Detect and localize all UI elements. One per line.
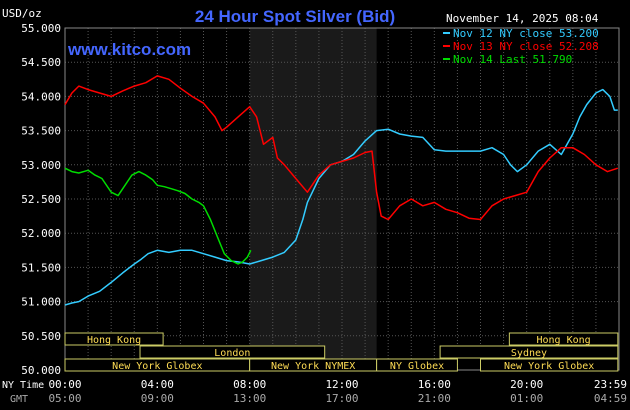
timestamp: November 14, 2025 08:04	[446, 12, 599, 25]
session-box: New York Globex	[480, 358, 619, 372]
session-box: New York NYMEX	[249, 358, 378, 372]
legend-entry-nov12: Nov 12 NY close 53.200	[453, 27, 599, 40]
y-tick-label: 54.500	[21, 56, 61, 69]
series-line-2	[64, 167, 252, 265]
y-tick-label: 53.500	[21, 125, 61, 138]
session-label: New York Globex	[112, 361, 202, 372]
session-box-frame	[139, 345, 326, 359]
x-tick-label-ny: 00:00	[48, 378, 81, 391]
y-tick-label: 55.000	[21, 22, 61, 35]
y-tick-label: 52.500	[21, 193, 61, 206]
session-box: New York Globex	[64, 358, 251, 372]
y-tick-label: 50.000	[21, 364, 61, 377]
y-tick-label: 51.000	[21, 296, 61, 309]
x-row-label-ny: NY Time	[2, 380, 44, 391]
y-tick-label: 50.500	[21, 330, 61, 343]
y-tick-label: 53.000	[21, 159, 61, 172]
session-box: Hong Kong	[64, 332, 164, 346]
session-label: London	[214, 348, 250, 359]
session-label: Hong Kong	[87, 335, 141, 346]
series-line-1	[64, 75, 619, 221]
session-box-frame	[439, 345, 619, 359]
x-row-label-gmt: GMT	[10, 394, 28, 405]
session-label: Sydney	[511, 348, 547, 359]
series-line-0	[64, 88, 618, 306]
trading-session-highlight	[249, 28, 377, 370]
x-tick-label-ny: 04:00	[141, 378, 174, 391]
session-label: New York Globex	[504, 361, 594, 372]
x-tick-label-ny: 23:59	[594, 378, 627, 391]
x-tick-label-ny: 20:00	[510, 378, 543, 391]
x-tick-label-ny: 08:00	[233, 378, 266, 391]
session-label: New York NYMEX	[271, 361, 355, 372]
x-tick-label-ny: 16:00	[418, 378, 451, 391]
session-box: NY Globex	[376, 358, 458, 372]
session-box: Sydney	[439, 345, 619, 359]
session-box-frame	[64, 332, 164, 346]
x-tick-label-gmt: 21:00	[418, 392, 451, 405]
x-tick-label-gmt: 05:00	[48, 392, 81, 405]
site-label: www.kitco.com	[67, 40, 191, 59]
legend-entry-nov13: Nov 13 NY close 52.208	[453, 40, 599, 53]
session-box-frame	[376, 358, 458, 372]
legend-entry-nov14: Nov 14 Last 51.790	[453, 53, 572, 66]
session-box-frame	[480, 358, 619, 372]
x-tick-label-gmt: 09:00	[141, 392, 174, 405]
x-tick-label-ny: 12:00	[325, 378, 358, 391]
y-unit-label: USD/oz	[2, 7, 42, 20]
x-tick-label-gmt: 01:00	[510, 392, 543, 405]
session-label: Hong Kong	[537, 335, 591, 346]
x-tick-label-gmt: 13:00	[233, 392, 266, 405]
y-tick-label: 52.000	[21, 227, 61, 240]
session-box: London	[139, 345, 326, 359]
y-tick-label: 54.000	[21, 90, 61, 103]
x-tick-label-gmt: 17:00	[325, 392, 358, 405]
legend: Nov 12 NY close 53.200 Nov 13 NY close 5…	[443, 27, 599, 66]
session-box-frame	[508, 332, 619, 346]
y-tick-label: 51.500	[21, 261, 61, 274]
session-box: Hong Kong	[508, 332, 619, 346]
session-label: NY Globex	[390, 361, 444, 372]
x-tick-label-gmt: 04:59	[594, 392, 627, 405]
chart-title: 24 Hour Spot Silver (Bid)	[195, 7, 395, 26]
